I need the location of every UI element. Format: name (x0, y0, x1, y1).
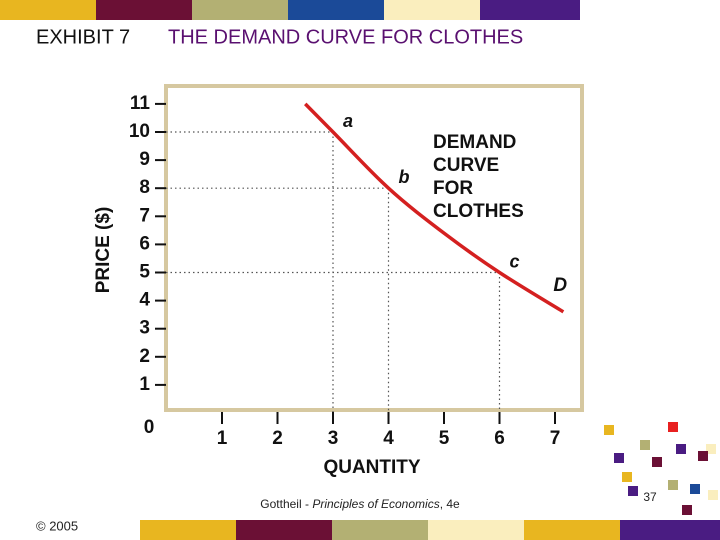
annotation: CURVE (433, 155, 499, 176)
page-number: 37 (643, 490, 657, 504)
source-author: Gottheil - (260, 497, 312, 511)
y-tick-label: 3 (139, 318, 150, 339)
series-label: D (553, 275, 567, 296)
point-label: c (510, 251, 520, 271)
annotation: CLOTHES (433, 201, 524, 222)
x-tick-label: 2 (272, 428, 283, 449)
x-tick-label: 4 (383, 428, 394, 449)
x-tick-label: 6 (494, 428, 505, 449)
annotation: DEMAND (433, 132, 516, 153)
origin-label: 0 (144, 417, 155, 438)
y-axis-label: PRICE ($) (93, 207, 114, 294)
y-tick-label: 5 (139, 262, 150, 283)
y-tick-label: 8 (139, 177, 150, 198)
point-label: b (399, 167, 410, 187)
exhibit-label: EXHIBIT 7 (36, 26, 130, 48)
demand-curve (304, 102, 565, 314)
y-tick-label: 11 (130, 93, 151, 114)
top-bar (0, 0, 580, 20)
x-tick-label: 1 (217, 428, 228, 449)
source-title: Principles of Economics (312, 497, 439, 511)
y-tick-label: 7 (139, 205, 150, 226)
y-tick-label: 6 (139, 233, 150, 254)
x-axis-label: QUANTITY (323, 457, 420, 478)
bottom-bar (140, 520, 720, 540)
y-tick-label: 10 (129, 121, 150, 142)
annotation: FOR (433, 178, 473, 199)
chart-title: THE DEMAND CURVE FOR CLOTHES (168, 26, 523, 48)
y-tick-label: 1 (139, 374, 150, 395)
source: Gottheil - Principles of Economics, 4e (260, 497, 460, 511)
x-tick-label: 3 (328, 428, 339, 449)
y-tick-label: 4 (139, 290, 150, 311)
decor-squares (604, 422, 718, 515)
copyright: © 2005 (36, 518, 78, 533)
point-label: a (343, 111, 353, 131)
source-edition: , 4e (440, 497, 460, 511)
y-tick-label: 2 (139, 346, 150, 367)
x-tick-label: 5 (439, 428, 450, 449)
plot-frame (164, 84, 584, 412)
x-tick-label: 7 (550, 428, 561, 449)
y-tick-label: 9 (139, 149, 150, 170)
